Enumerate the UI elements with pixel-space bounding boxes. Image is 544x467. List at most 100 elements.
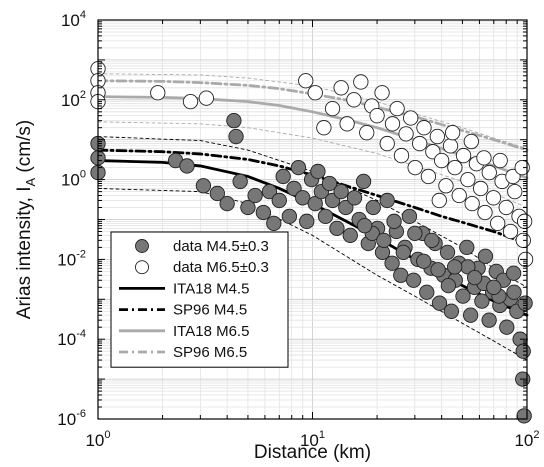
data-point-m45 bbox=[474, 293, 490, 309]
data-point-m65 bbox=[429, 128, 445, 145]
data-point-m45 bbox=[329, 220, 345, 237]
confidence-band-line bbox=[97, 73, 528, 149]
data-point-m45 bbox=[405, 272, 422, 288]
data-point-m45 bbox=[499, 319, 515, 335]
y-tick-label-base: 10 bbox=[61, 11, 80, 30]
data-point-m65 bbox=[447, 159, 463, 176]
y-tick-label: 10-4 bbox=[57, 328, 86, 349]
x-tick-label-base: 10 bbox=[300, 431, 319, 450]
data-point-m65 bbox=[389, 101, 405, 117]
data-point-m45 bbox=[226, 113, 242, 129]
data-point-m65 bbox=[369, 108, 385, 124]
data-point-m65 bbox=[379, 135, 395, 152]
data-point-m45 bbox=[440, 277, 457, 294]
data-point-m65 bbox=[514, 159, 530, 176]
data-point-m45 bbox=[321, 175, 338, 192]
legend-label-sp96-m4-5: SP96 M4.5 bbox=[173, 302, 247, 319]
data-point-m65 bbox=[472, 180, 489, 197]
data-point-m65 bbox=[490, 215, 506, 232]
data-point-m45 bbox=[407, 225, 423, 241]
data-point-m45 bbox=[179, 158, 195, 174]
x-tick-label-base: 10 bbox=[85, 431, 104, 450]
data-point-m65 bbox=[307, 85, 323, 101]
data-point-m65 bbox=[393, 147, 410, 164]
data-point-m45 bbox=[333, 183, 349, 200]
data-point-m45 bbox=[365, 199, 381, 216]
data-point-m45 bbox=[447, 259, 463, 275]
x-tick-label-exponent: 2 bbox=[533, 429, 539, 441]
data-point-m45 bbox=[219, 195, 235, 212]
x-tick-label: 100 bbox=[85, 429, 110, 450]
data-point-m65 bbox=[316, 120, 332, 136]
legend-marker-data-m4-5-0-3 bbox=[135, 239, 149, 253]
data-point-m45 bbox=[506, 284, 522, 300]
y-tick-label-base: 10 bbox=[61, 171, 80, 190]
data-point-m45 bbox=[281, 208, 297, 224]
data-point-m45 bbox=[424, 232, 440, 249]
data-point-m65 bbox=[324, 101, 341, 117]
data-point-m45 bbox=[342, 227, 358, 244]
data-point-m65 bbox=[460, 171, 476, 188]
data-point-m45 bbox=[266, 215, 282, 232]
data-point-m45 bbox=[462, 307, 479, 323]
data-point-m65 bbox=[433, 152, 450, 169]
data-point-m45 bbox=[505, 265, 522, 281]
data-point-m45 bbox=[255, 204, 271, 221]
legend-label-data-m6-5-0-3: data M6.5±0.3 bbox=[173, 259, 269, 276]
data-point-m65 bbox=[298, 73, 314, 89]
legend: data M4.5±0.3 data M6.5±0.3 ITA18 M4.5 SP96… bbox=[110, 231, 289, 368]
data-point-m65 bbox=[407, 159, 423, 176]
data-point-m65 bbox=[442, 138, 459, 154]
y-tick-label: 10-6 bbox=[57, 408, 86, 429]
data-point-m45 bbox=[275, 168, 291, 185]
x-tick-label-exponent: 1 bbox=[319, 429, 325, 441]
data-point-m45 bbox=[247, 187, 263, 204]
data-point-m45 bbox=[431, 295, 448, 311]
legend-marker-data-m6-5-0-3 bbox=[135, 260, 149, 275]
data-point-m45 bbox=[271, 192, 287, 209]
data-point-m45 bbox=[228, 128, 244, 145]
confidence-band-line bbox=[97, 188, 528, 361]
data-point-m45 bbox=[466, 269, 483, 286]
data-point-m65 bbox=[374, 85, 390, 101]
data-point-m65 bbox=[198, 90, 215, 106]
data-point-m45 bbox=[477, 248, 494, 264]
data-point-m45 bbox=[419, 284, 435, 300]
data-point-m45 bbox=[393, 267, 409, 283]
y-tick-label-base: 10 bbox=[57, 250, 76, 269]
x-tick-label-base: 10 bbox=[514, 431, 533, 450]
legend-label-data-m4-5-0-3: data M4.5±0.3 bbox=[173, 238, 269, 255]
data-point-m65 bbox=[438, 178, 454, 194]
data-point-m45 bbox=[439, 244, 456, 261]
y-tick-label-base: 10 bbox=[57, 330, 76, 349]
data-point-m65 bbox=[346, 92, 362, 108]
axis-ticks bbox=[97, 19, 528, 420]
y-tick-label: 100 bbox=[61, 169, 86, 190]
y-tick-label: 102 bbox=[61, 89, 86, 110]
data-point-m45 bbox=[355, 173, 372, 190]
y-tick-label: 10-2 bbox=[57, 248, 86, 269]
y-tick-label-exponent: -4 bbox=[76, 328, 86, 340]
y-axis-label-main: Arias intensity, I bbox=[14, 187, 35, 320]
data-point-m45 bbox=[401, 208, 418, 224]
data-point-m45 bbox=[516, 408, 532, 424]
data-point-m45 bbox=[416, 253, 432, 269]
data-point-m65 bbox=[476, 150, 492, 166]
data-point-m45 bbox=[290, 159, 307, 176]
data-point-m45 bbox=[307, 195, 323, 212]
data-point-m45 bbox=[430, 262, 446, 278]
confidence-band-line bbox=[97, 121, 528, 208]
x-tick-label-exponent: 0 bbox=[104, 429, 110, 441]
data-point-m45 bbox=[459, 239, 475, 256]
data-point-m45 bbox=[299, 213, 315, 229]
data-point-m45 bbox=[317, 208, 334, 224]
x-tick-label: 101 bbox=[300, 429, 325, 450]
data-point-m65 bbox=[502, 223, 519, 240]
data-point-m45 bbox=[310, 163, 326, 180]
data-point-m45 bbox=[338, 199, 354, 216]
y-tick-label-exponent: 0 bbox=[80, 169, 86, 181]
y-tick-label-exponent: -6 bbox=[76, 408, 86, 420]
data-point-m65 bbox=[464, 195, 480, 212]
data-point-m45 bbox=[232, 173, 248, 190]
